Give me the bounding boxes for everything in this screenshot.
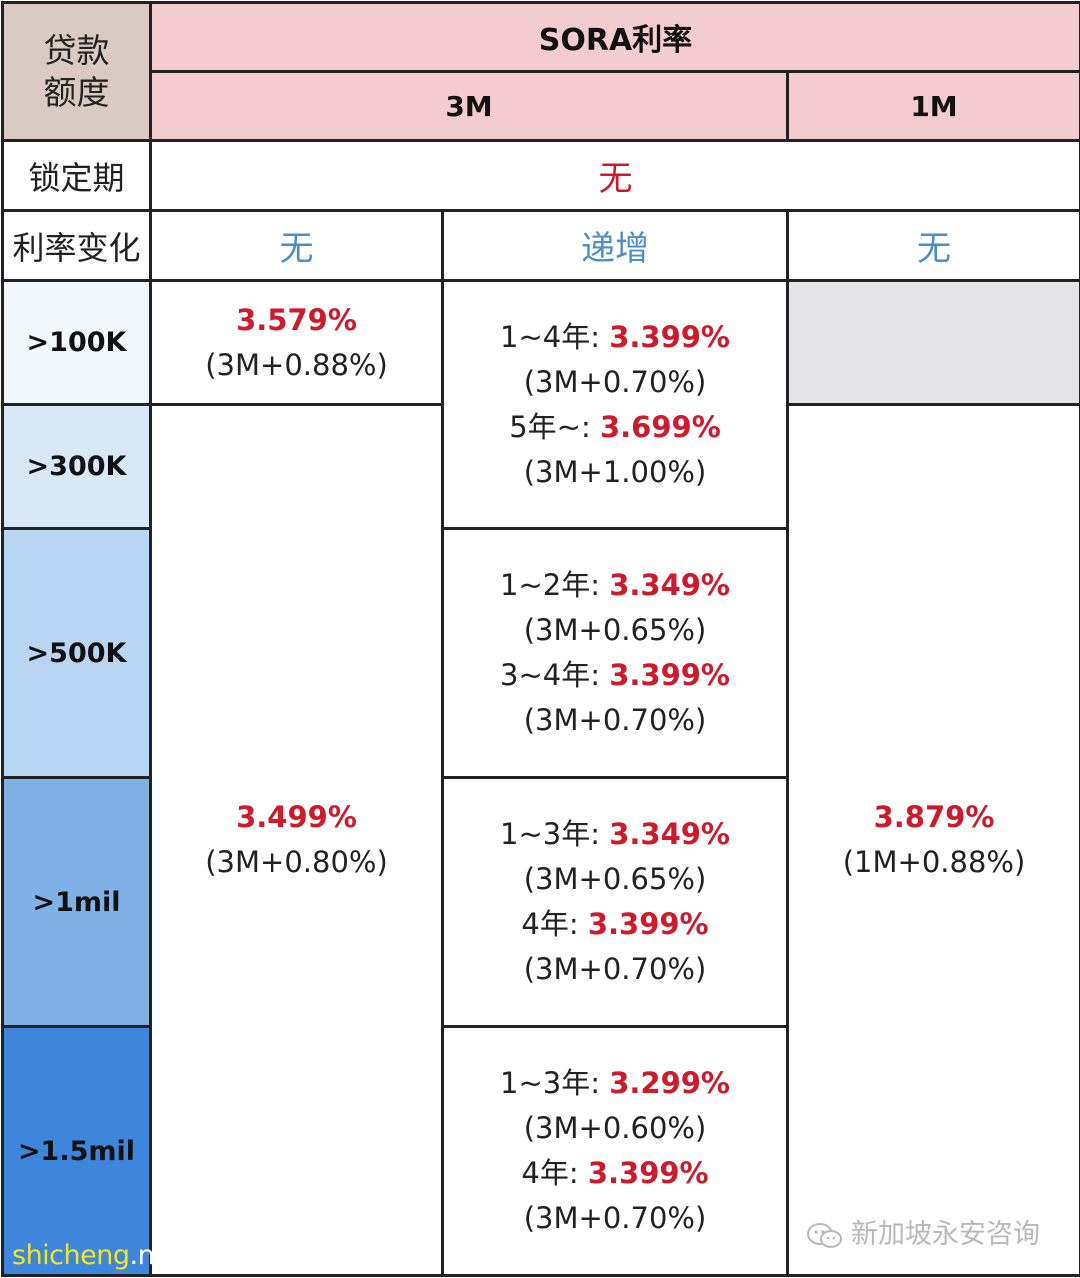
band-100k: >100K bbox=[1, 279, 152, 406]
step2-line2: (3M+0.65%) bbox=[523, 613, 707, 647]
step1-line1-rate: 3.399% bbox=[609, 319, 730, 354]
step3-line1-label: 1~3年: bbox=[500, 817, 610, 851]
rate-change-1m: 无 bbox=[785, 209, 1080, 282]
step4-line4: (3M+0.70%) bbox=[523, 1201, 707, 1235]
site-watermark-b: .news bbox=[129, 1240, 206, 1271]
stepped-3m-tier-2: 1~2年: 3.349% (3M+0.65%) 3~4年: 3.399% (3M… bbox=[441, 527, 789, 779]
band-300k: >300K bbox=[1, 403, 152, 530]
stepped-3m-tier-3: 1~3年: 3.349% (3M+0.65%) 4年: 3.399% (3M+0… bbox=[441, 776, 789, 1028]
flat-3m-100k: 3.579% (3M+0.88%) bbox=[149, 279, 444, 406]
step2-line4: (3M+0.70%) bbox=[523, 703, 707, 737]
loan-amount-label: 贷款额度 bbox=[43, 30, 110, 112]
flat-3m-300k-plus: 3.499% (3M+0.80%) bbox=[149, 403, 444, 1277]
rate-change-3m-step: 递增 bbox=[441, 209, 789, 282]
one-month-rate: 3.879% bbox=[873, 800, 995, 834]
site-watermark: shicheng.news bbox=[12, 1240, 206, 1271]
step3-line2: (3M+0.65%) bbox=[523, 862, 707, 896]
loan-amount-header: 贷款额度 bbox=[1, 1, 152, 142]
lock-in-label: 锁定期 bbox=[1, 139, 152, 212]
step2-line1-rate: 3.349% bbox=[609, 568, 730, 602]
flat-3m-100k-spread: (3M+0.88%) bbox=[205, 347, 388, 382]
one-month-300k-plus: 3.879% (1M+0.88%) bbox=[785, 403, 1080, 1277]
step4-line2: (3M+0.60%) bbox=[523, 1111, 707, 1145]
term-3m-header: 3M bbox=[149, 70, 789, 142]
one-month-100k-empty bbox=[785, 279, 1080, 406]
step4-line1-label: 1~3年: bbox=[500, 1066, 610, 1100]
band-1mil: >1mil bbox=[1, 776, 152, 1028]
one-month-spread: (1M+0.88%) bbox=[842, 845, 1026, 879]
stepped-3m-tier-4: 1~3年: 3.299% (3M+0.60%) 4年: 3.399% (3M+0… bbox=[441, 1025, 789, 1277]
step3-line3-label: 4年: bbox=[521, 907, 588, 941]
step4-line3-label: 4年: bbox=[521, 1156, 588, 1190]
step1-line3-label: 5年~: bbox=[509, 409, 600, 444]
step2-line3-label: 3~4年: bbox=[500, 658, 610, 692]
step1-line1-label: 1~4年: bbox=[500, 319, 610, 354]
flat-3m-300k-spread: (3M+0.80%) bbox=[205, 845, 388, 879]
step1-line3-rate: 3.699% bbox=[599, 409, 721, 444]
step2-line1-label: 1~2年: bbox=[500, 568, 610, 602]
step2-line3-rate: 3.399% bbox=[609, 658, 730, 692]
step3-line1-rate: 3.349% bbox=[609, 817, 730, 851]
flat-3m-300k-rate: 3.499% bbox=[236, 800, 357, 834]
step3-line3-rate: 3.399% bbox=[587, 907, 709, 941]
step1-line2: (3M+0.70%) bbox=[523, 364, 707, 399]
wechat-watermark: 新加坡永安咨询 bbox=[805, 1212, 1040, 1251]
band-1-5mil: >1.5mil bbox=[1, 1025, 152, 1277]
rate-change-label: 利率变化 bbox=[1, 209, 152, 282]
lock-in-value: 无 bbox=[148, 139, 1080, 212]
step4-line3-rate: 3.399% bbox=[587, 1156, 709, 1190]
step3-line4: (3M+0.70%) bbox=[523, 952, 707, 986]
term-1m-header: 1M bbox=[785, 70, 1080, 142]
wechat-account-name: 新加坡永安咨询 bbox=[851, 1219, 1040, 1250]
wechat-icon bbox=[807, 1222, 842, 1248]
band-500k: >500K bbox=[1, 527, 152, 779]
step1-line4: (3M+1.00%) bbox=[523, 454, 707, 489]
step4-line1-rate: 3.299% bbox=[609, 1066, 730, 1100]
rate-change-3m-flat: 无 bbox=[149, 209, 444, 282]
stepped-3m-tier-1: 1~4年: 3.399% (3M+0.70%) 5年~: 3.699% (3M+… bbox=[441, 279, 789, 530]
site-watermark-a: shicheng bbox=[12, 1240, 130, 1271]
flat-3m-100k-rate: 3.579% bbox=[236, 302, 357, 337]
sora-header: SORA利率 bbox=[148, 1, 1080, 73]
